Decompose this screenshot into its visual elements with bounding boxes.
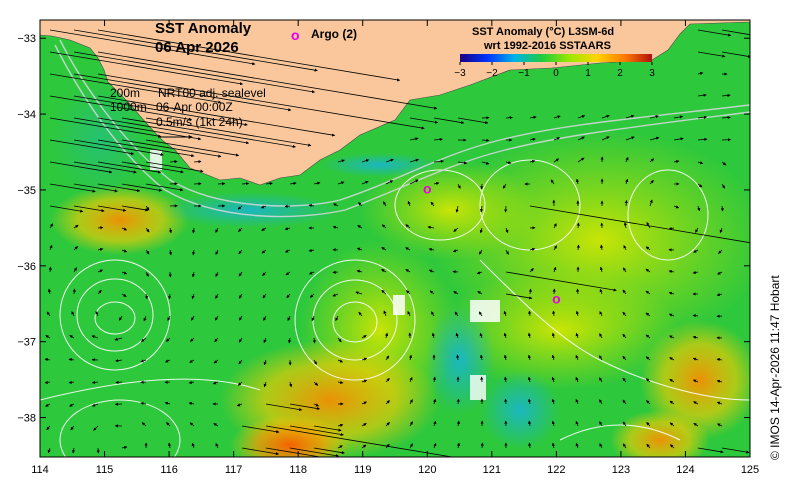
legend-title-line1: SST Anomaly (°C) L3SM-6d (472, 26, 614, 38)
x-tick-label: 125 (741, 464, 759, 476)
current-arrow (578, 223, 579, 228)
y-tick-label: −37 (17, 337, 36, 349)
x-tick-label: 116 (160, 464, 178, 476)
current-arrow (98, 227, 103, 228)
map-date: 06 Apr 2026 (155, 39, 239, 56)
x-tick-label: 124 (676, 464, 694, 476)
argo-legend-marker: o (291, 27, 300, 43)
y-tick-label: −34 (17, 109, 36, 121)
x-tick-label: 120 (418, 464, 436, 476)
colorbar-tick-label: −1 (518, 68, 530, 79)
map-title: SST Anomaly (155, 20, 252, 37)
current-arrow (505, 399, 506, 404)
colorbar-tick-label: 2 (617, 68, 623, 79)
y-tick-label: −38 (17, 413, 36, 425)
current-arrow (505, 206, 506, 212)
x-tick-label: 118 (289, 464, 307, 476)
y-tick-label: −33 (17, 33, 36, 45)
plot-area: oo (40, 20, 791, 480)
argo-float-marker[interactable]: o (423, 180, 432, 196)
x-tick-label: 123 (612, 464, 630, 476)
info-scale-label: 0.5m/s (1kt 24h) (156, 115, 243, 129)
x-tick-label: 121 (483, 464, 501, 476)
x-tick-label: 114 (31, 464, 49, 476)
current-arrow (626, 200, 627, 206)
y-tick-label: −36 (17, 261, 36, 273)
current-arrow (74, 289, 75, 294)
info-timestamp: 06-Apr 00:00Z (156, 100, 233, 114)
colorbar (460, 54, 652, 62)
current-arrow (285, 206, 290, 207)
copyright-notice: © IMOS 14-Apr-2026 11:47 Hobart (768, 160, 784, 460)
colorbar-tick-label: −3 (454, 68, 466, 79)
x-tick-label: 115 (96, 464, 114, 476)
sst-anomaly-map: oo 114 115 116 117 118 119 120 121 122 123 124 125 … (0, 0, 791, 492)
argo-float-marker[interactable]: o (552, 290, 561, 306)
info-contour-depth: 200m (110, 86, 140, 100)
x-tick-label: 119 (354, 464, 372, 476)
x-tick-label: 122 (547, 464, 565, 476)
colorbar-tick-label: 1 (585, 68, 591, 79)
y-tick-label: −35 (17, 185, 36, 197)
info-contour-name: NRT00 adj. sealevel (158, 86, 266, 100)
colorbar-tick-label: 0 (553, 68, 559, 79)
legend-title-line2: wrt 1992-2016 SSTAARS (483, 40, 611, 52)
current-arrow (458, 399, 459, 404)
argo-legend-label: Argo (2) (311, 27, 357, 41)
info-isobath-depth: 1000m (110, 100, 147, 114)
colorbar-tick-label: 3 (649, 68, 655, 79)
x-tick-label: 117 (225, 464, 243, 476)
colorbar-tick-label: −2 (486, 68, 498, 79)
current-arrow (333, 272, 338, 273)
current-arrow (242, 183, 249, 184)
